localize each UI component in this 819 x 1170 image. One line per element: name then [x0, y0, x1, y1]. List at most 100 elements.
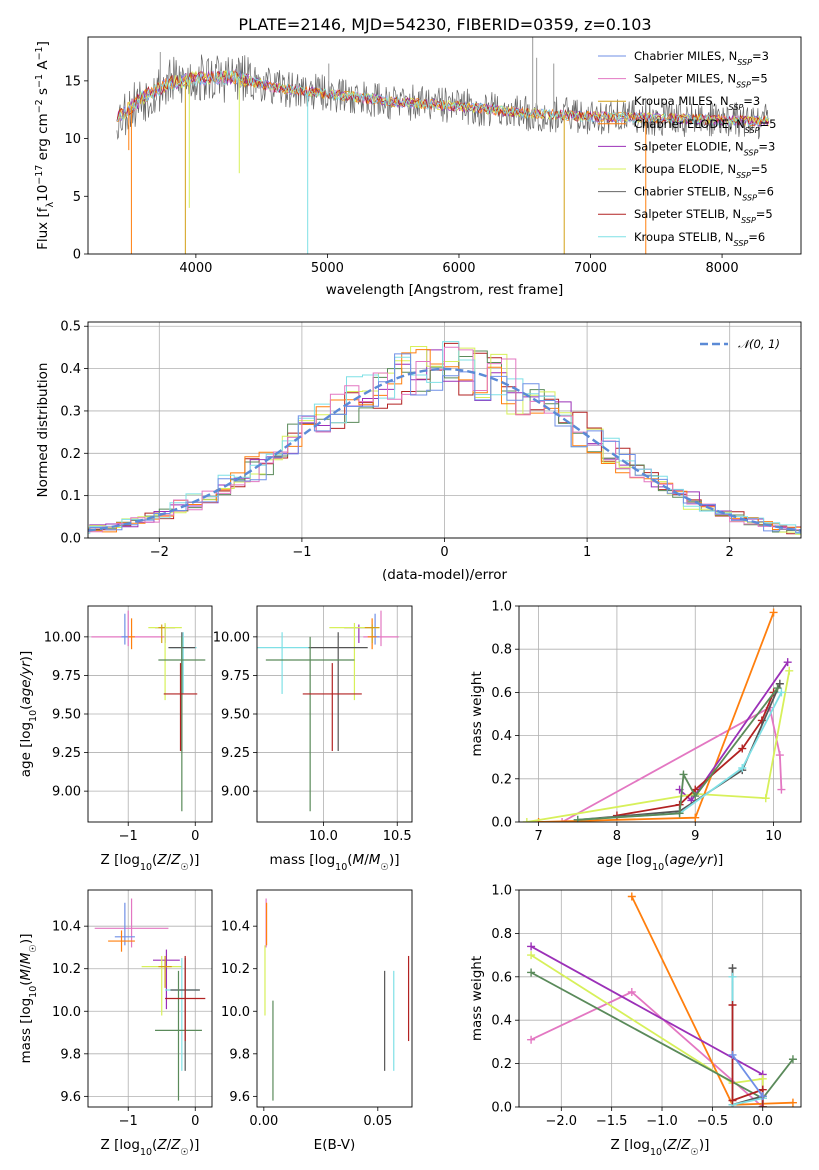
- weight_vs_age-marker: [558, 818, 567, 822]
- residuals-hist: [88, 341, 801, 536]
- mass_vs_Z-point: [153, 949, 180, 1010]
- weight_vs_Z-ytick-label: 0.6: [491, 970, 512, 985]
- age_vs_Z-point: [169, 632, 197, 694]
- weight_vs_Z-marker: [728, 1050, 737, 1059]
- mass_vs_Z-errorbars: [94, 898, 206, 1101]
- mass_vs_Z-point: [114, 902, 135, 946]
- residuals-xtick-label: −1: [292, 545, 311, 560]
- spectrum-frame: [87, 36, 802, 255]
- mass_vs_Z-point: [141, 955, 182, 1016]
- mass_vs_Z-ytick-label: 9.6: [60, 1090, 81, 1105]
- weight_vs_Z-xtick-label: −1.5: [596, 1114, 628, 1129]
- weight_vs_age-series: [561, 706, 783, 822]
- weight_vs_age-xtick-label: 9: [691, 829, 699, 844]
- weight_vs_Z-marker: [728, 964, 737, 973]
- weight_vs_age-series: [538, 612, 775, 822]
- mass_vs_ebv-ytick-label: 10.0: [221, 1005, 250, 1020]
- age_vs_mass-ytick-label: 9.25: [221, 746, 250, 761]
- weight_vs_age-lines: [522, 608, 794, 822]
- spectrum-ytick-label: 15: [64, 74, 81, 89]
- mass_vs_Z-point: [165, 955, 206, 1042]
- weight_vs_age-marker: [777, 785, 786, 794]
- spectrum-ylabel: Flux [fλ10−17 erg cm−2 s−1 A−1]: [34, 41, 56, 250]
- weight_vs_age-marker: [777, 688, 786, 697]
- spectrum-legend-label: Chabrier MILES, NSSP=3: [634, 49, 769, 67]
- age_vs_mass-ytick-label: 9.00: [221, 785, 250, 800]
- mass_vs_ebv-xlabel: E(B-V): [314, 1137, 356, 1153]
- weight_vs_Z-marker: [788, 1098, 797, 1107]
- residuals-ytick-label: 0.5: [60, 320, 81, 335]
- residuals-xtick-label: 1: [583, 545, 591, 560]
- weight_vs_age-series: [616, 692, 775, 817]
- spectrum-legend-label: Salpeter ELODIE, NSSP=3: [634, 139, 775, 157]
- spectrum-xtick-label: 5000: [311, 261, 344, 276]
- mass_vs_Z-point: [155, 970, 202, 1101]
- age_vs_Z-xtick-label: 0: [191, 829, 199, 844]
- weight_vs_Z-xtick-label: −0.5: [697, 1114, 729, 1129]
- mass_vs_ebv-ytick-label: 9.6: [229, 1090, 250, 1105]
- age_vs_Z-point: [148, 622, 182, 701]
- spectrum-axes: 4000 5000 6000 7000 8000 0 5 10 15: [64, 74, 738, 276]
- mass_vs_ebv-errorbars: [264, 898, 410, 1101]
- weight_vs_age-marker: [522, 818, 531, 822]
- residuals-frame: [87, 321, 802, 539]
- weight_vs_Z-marker: [627, 892, 636, 901]
- age_vs_Z-ytick-label: 9.75: [52, 669, 81, 684]
- mass_vs_Z-point: [108, 930, 135, 952]
- weight_vs_age-series: [577, 687, 779, 821]
- weight_vs_age-marker: [775, 751, 784, 760]
- spectrum-legend-label: Salpeter STELIB, NSSP=5: [634, 207, 773, 225]
- weight_vs_age-ytick-label: 0.2: [491, 772, 512, 787]
- weight_vs_Z-ytick-label: 1.0: [491, 884, 512, 899]
- spectrum-xtick-label: 7000: [574, 261, 607, 276]
- mass_vs_ebv-frame: [256, 889, 413, 1108]
- spectrum-legend-label: Kroupa MILES, NSSP=3: [634, 94, 760, 112]
- weight_vs_Z-xlabel: Z [log10(Z/Z☉)]: [611, 1137, 710, 1158]
- age_vs_mass-point: [302, 663, 362, 752]
- weight_vs_age-marker: [691, 813, 700, 822]
- mass_vs_ebv-axes: 0.00 0.05 9.6 9.8 10.0 10.2 10.4: [221, 920, 392, 1129]
- spectrum-series-8: [116, 70, 770, 126]
- spectrum-legend-label: Chabrier ELODIE, NSSP=5: [634, 117, 776, 135]
- spectrum-ytick-label: 5: [73, 190, 81, 205]
- weight_vs_age-marker: [738, 744, 747, 753]
- mass_vs_Z-point: [94, 898, 169, 948]
- mass_vs_ebv-ytick-label: 10.4: [221, 920, 250, 935]
- spectrum-xtick-label: 4000: [179, 261, 212, 276]
- mass_vs_Z-ytick-label: 10.4: [52, 920, 81, 935]
- weight_vs_Z-series: [530, 945, 764, 1107]
- age_vs_Z-point: [121, 613, 129, 645]
- residuals-ytick-label: 0.1: [60, 489, 81, 504]
- spectrum-series-7: [116, 70, 770, 127]
- spectrum-xlabel: wavelength [Angstrom, rest frame]: [326, 282, 564, 298]
- weight_vs_age-marker: [769, 608, 778, 617]
- weight_vs_Z-frame: [518, 889, 802, 1108]
- spectrum-ytick-label: 10: [64, 132, 81, 147]
- weight_vs_age-ytick-label: 0.8: [491, 643, 512, 658]
- age_vs_Z-ytick-label: 9.50: [52, 708, 81, 723]
- age_vs_Z-point: [128, 618, 135, 650]
- spectrum-xtick-label: 6000: [442, 261, 475, 276]
- mass_vs_ebv-xtick-label: 0.05: [363, 1114, 392, 1129]
- weight_vs_age-marker: [775, 679, 784, 688]
- age_vs_Z-frame: [87, 605, 213, 823]
- age_vs_mass-point: [265, 636, 355, 812]
- spectrum-legend-label: Kroupa STELIB, NSSP=6: [634, 230, 765, 248]
- weight_vs_age-series: [577, 691, 783, 821]
- weight_vs_Z-ytick-label: 0.8: [491, 927, 512, 942]
- weight_vs_age-series: [526, 670, 791, 822]
- weight_vs_Z-marker: [527, 942, 536, 951]
- mass_vs_Z-ytick-label: 10.0: [52, 1005, 81, 1020]
- residuals-xlabel: (data-model)/error: [382, 567, 508, 583]
- weight_vs_age-ytick-label: 0.0: [491, 816, 512, 831]
- mass_vs_ebv-ytick-label: 9.8: [229, 1047, 250, 1062]
- age_vs_mass-point: [364, 624, 380, 644]
- age_vs_Z-point: [163, 663, 198, 752]
- mass_vs_Z-ytick-label: 10.2: [52, 962, 81, 977]
- mass_vs_Z-xtick-label: 0: [191, 1114, 199, 1129]
- weight_vs_Z-series: [530, 990, 764, 1107]
- weight_vs_Z-series: [731, 1054, 764, 1097]
- residuals-ytick-label: 0.2: [60, 447, 81, 462]
- spectrum-legend-label: Salpeter MILES, NSSP=5: [634, 72, 768, 90]
- weight_vs_age-frame: [518, 605, 802, 823]
